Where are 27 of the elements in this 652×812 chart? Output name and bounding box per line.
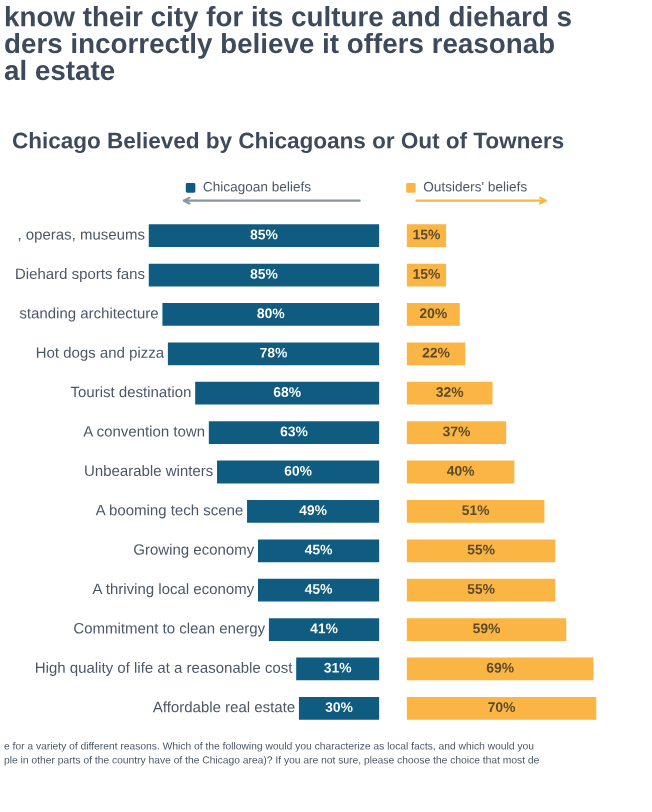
bar [406, 380, 495, 407]
bar [406, 222, 448, 249]
bar [245, 498, 380, 525]
bar [406, 537, 558, 564]
bar [406, 695, 598, 722]
bar [160, 301, 380, 328]
bar [406, 616, 568, 643]
bar [406, 419, 508, 446]
bar [406, 655, 596, 682]
bar [406, 301, 462, 328]
bar [406, 498, 547, 525]
bar [147, 262, 380, 289]
bar [147, 222, 380, 249]
bar [267, 616, 380, 643]
bar [207, 419, 380, 446]
bar [406, 340, 467, 367]
bar [256, 577, 380, 604]
bar [256, 537, 380, 564]
bar [406, 577, 558, 604]
chart-subtitle: Chicago Believed by Chicagoans or Out of Towners [12, 132, 564, 154]
bar [406, 458, 517, 486]
chart-title: know their city for its culture and diehard s ders incorrectly believe it offers reasonab al estate [4, 6, 571, 81]
bar [294, 655, 380, 682]
bar [215, 458, 380, 486]
bar [297, 695, 380, 722]
bar [166, 340, 380, 367]
bar [193, 380, 380, 407]
